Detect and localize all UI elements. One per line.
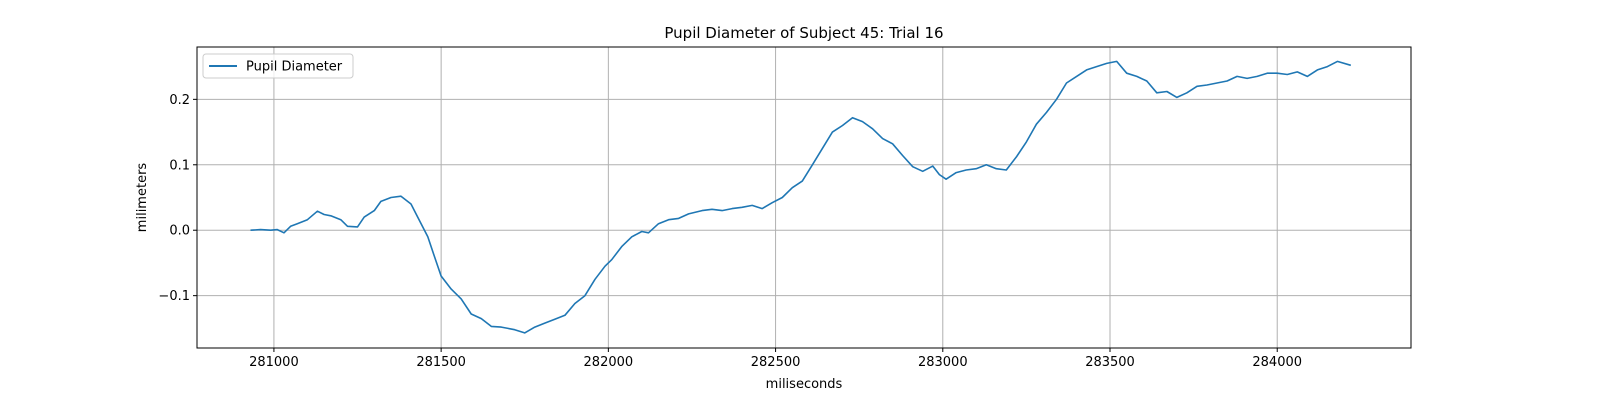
y-axis-ticks: −0.1 0.0 0.1 0.2: [158, 93, 197, 304]
x-axis-ticks: 281000 281500 282000 282500 283000 283500 2840…: [249, 348, 1302, 370]
x-tick-label: 282500: [751, 355, 801, 370]
y-tick-label: 0.2: [169, 93, 190, 108]
series-line-pupil-diameter: [250, 60, 1352, 334]
x-tick-label: 281000: [249, 355, 299, 370]
x-tick-label: 282000: [584, 355, 634, 370]
y-tick-label: 0.0: [169, 224, 190, 239]
y-tick-label: 0.1: [169, 158, 190, 173]
chart-title: Pupil Diameter of Subject 45: Trial 16: [664, 24, 943, 42]
x-axis-label: miliseconds: [766, 377, 843, 392]
plot-frame: [196, 46, 1412, 349]
legend-box: [202, 53, 354, 79]
x-tick-label: 283000: [918, 355, 968, 370]
legend-label: Pupil Diameter: [246, 60, 343, 75]
x-tick-label: 281500: [416, 355, 466, 370]
y-tick-label: −0.1: [158, 289, 190, 304]
legend: Pupil Diameter: [202, 53, 354, 79]
x-tick-label: 283500: [1085, 355, 1135, 370]
series-layer: [250, 60, 1352, 334]
grid-lines: [197, 47, 1411, 348]
y-axis-label: milimeters: [135, 163, 150, 233]
x-tick-label: 284000: [1252, 355, 1302, 370]
